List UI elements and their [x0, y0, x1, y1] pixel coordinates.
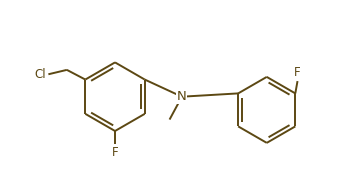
Text: Cl: Cl: [34, 68, 46, 81]
Text: N: N: [177, 90, 187, 103]
Text: F: F: [294, 66, 301, 79]
Text: F: F: [112, 146, 118, 159]
